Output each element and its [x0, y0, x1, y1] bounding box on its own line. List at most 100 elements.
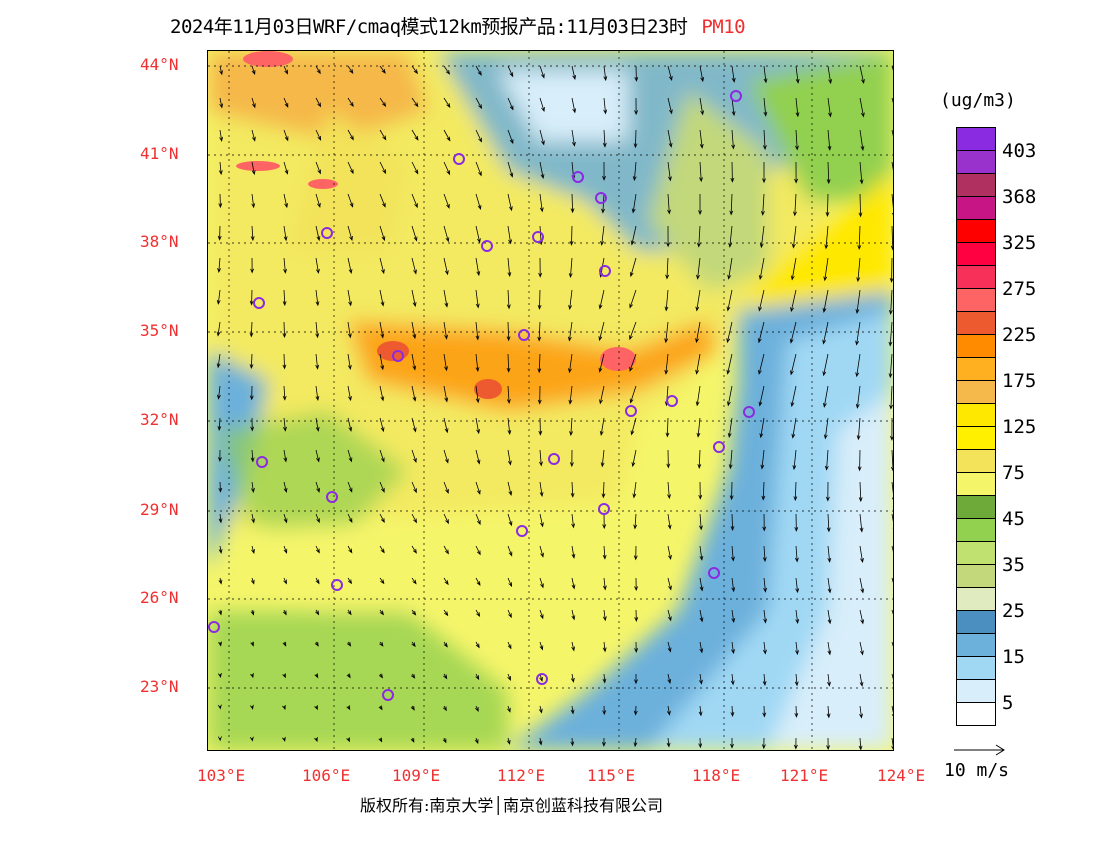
wind-arrow — [827, 129, 832, 151]
wind-arrow — [696, 257, 701, 280]
wind-arrow — [891, 577, 893, 583]
wind-arrow — [795, 641, 799, 656]
wind-arrow — [630, 417, 637, 436]
wind-arrow — [763, 97, 768, 117]
wind-arrow — [891, 673, 893, 684]
wind-arrow — [250, 257, 255, 274]
legend-swatch — [957, 611, 995, 634]
wind-arrow — [793, 193, 797, 217]
wind-arrow — [411, 193, 418, 209]
wind-arrow — [283, 417, 287, 432]
wind-arrow — [891, 129, 893, 137]
wind-arrow — [347, 641, 352, 647]
wind-arrow — [347, 481, 353, 493]
wind-arrow — [793, 737, 798, 750]
wind-arrow — [347, 257, 353, 274]
legend-swatch — [957, 588, 995, 611]
wind-arrow — [730, 513, 735, 531]
legend-swatch — [957, 404, 995, 427]
wind-arrow — [411, 609, 417, 616]
wind-arrow — [251, 513, 255, 524]
city-marker — [256, 456, 268, 468]
wind-arrow — [347, 385, 352, 402]
wind-arrow — [539, 545, 544, 558]
wind-arrow — [730, 161, 735, 183]
wind-arrow — [727, 257, 733, 280]
wind-arrow — [762, 513, 767, 532]
wind-arrow — [859, 673, 864, 687]
wind-arrow — [218, 193, 223, 209]
wind-arrow — [283, 449, 288, 463]
wind-arrow — [315, 193, 321, 208]
wind-arrow — [855, 289, 861, 314]
legend-unit: (ug/m3) — [940, 90, 1016, 111]
lon-label: 115°E — [587, 766, 636, 785]
wind-arrow — [315, 481, 320, 493]
wind-arrow — [633, 737, 638, 748]
wind-arrow — [634, 609, 639, 622]
wind-arrow — [379, 609, 384, 616]
wind-arrow — [347, 577, 353, 585]
wind-arrow — [283, 193, 289, 209]
wind-arrow — [411, 449, 417, 463]
lon-label: 121°E — [780, 766, 829, 785]
wind-arrow — [758, 289, 765, 312]
wind-arrow — [410, 737, 415, 743]
legend-swatch — [957, 358, 995, 381]
wind-arrow — [379, 545, 385, 554]
city-marker — [743, 406, 755, 418]
wind-arrow — [378, 673, 383, 679]
wind-arrow — [629, 289, 637, 309]
wind-arrow — [537, 353, 542, 374]
wind-arrow — [859, 577, 865, 594]
wind-arrow — [217, 385, 221, 400]
wind-arrow — [667, 609, 672, 622]
wind-arrow — [347, 225, 353, 242]
wind-arrow — [507, 193, 513, 212]
wind-arrow — [475, 193, 482, 210]
wind-arrow — [475, 513, 481, 526]
wind-arrow — [283, 577, 287, 585]
wind-arrow — [667, 65, 673, 82]
wind-arrow — [411, 513, 417, 524]
wind-arrow — [474, 737, 479, 745]
wind-arrow — [602, 577, 607, 591]
city-marker — [713, 441, 725, 453]
wind-arrow — [507, 417, 512, 435]
wind-arrow — [283, 257, 287, 274]
wind-arrow — [283, 545, 288, 554]
wind-arrow — [539, 449, 543, 467]
copyright-text: 版权所有:南京大学│南京创蓝科技有限公司 — [360, 796, 664, 815]
legend-swatch — [957, 473, 995, 496]
wind-arrow — [631, 449, 637, 468]
wind-arrow — [891, 705, 893, 717]
wind-arrow — [411, 97, 419, 108]
legend-swatch — [957, 450, 995, 473]
wind-arrow — [571, 545, 576, 559]
wind-arrow — [758, 353, 765, 375]
wind-arrow — [757, 321, 765, 344]
wind-arrow — [759, 417, 765, 439]
wind-arrow — [790, 385, 797, 408]
wind-arrow — [507, 97, 514, 111]
wind-arrow — [411, 385, 417, 402]
city-marker — [595, 192, 607, 204]
wind-arrow — [567, 321, 573, 342]
wind-arrow — [475, 321, 480, 341]
wind-arrow — [790, 289, 797, 313]
wind-arrow — [731, 129, 736, 150]
wind-arrow — [539, 481, 544, 498]
wind-arrow — [379, 321, 385, 339]
wind-arrow — [731, 609, 736, 624]
wind-arrow — [667, 161, 672, 182]
wind-arrow — [443, 545, 449, 555]
wind-arrow — [855, 385, 861, 409]
wind-arrow — [599, 385, 605, 405]
wind-arrow — [443, 353, 448, 372]
pm10-map — [207, 50, 894, 751]
wind-arrow — [761, 737, 766, 750]
pollutant-label: PM10 — [701, 16, 746, 38]
wind-arrow — [827, 97, 832, 118]
wind-arrow — [698, 481, 703, 500]
wind-arrow — [282, 704, 286, 710]
